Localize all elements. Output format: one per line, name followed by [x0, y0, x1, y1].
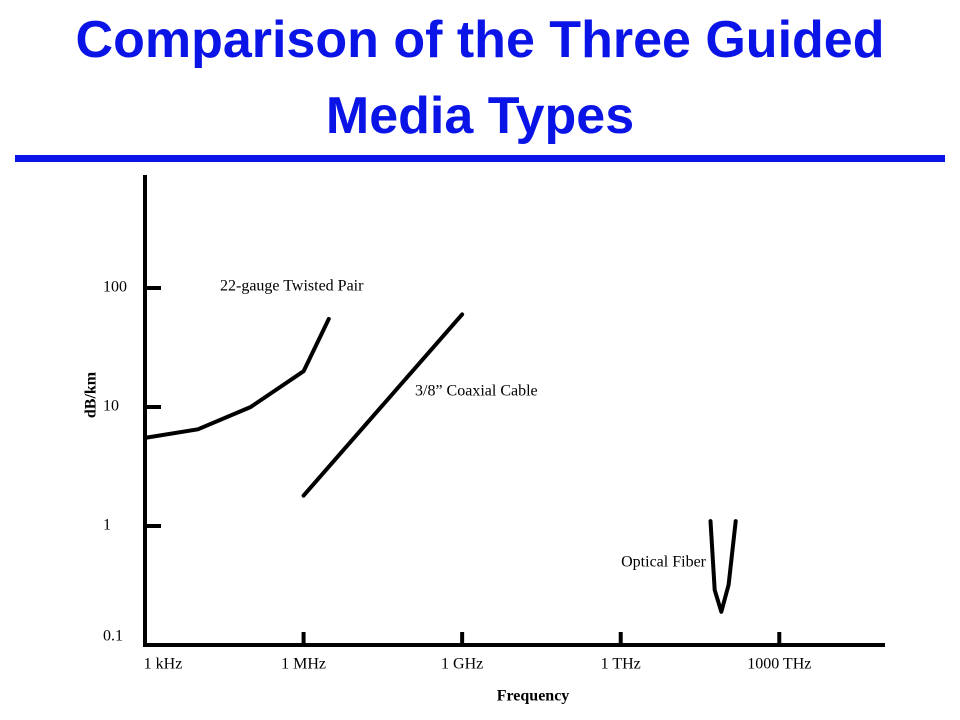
series-label: 22-gauge Twisted Pair	[220, 278, 364, 295]
y-tick-label: 1	[103, 517, 111, 534]
x-tick-label: 1000 THz	[747, 656, 811, 673]
x-tick-label: 1 THz	[601, 656, 641, 673]
series-line	[301, 312, 465, 498]
x-tick-label: 1 GHz	[441, 656, 483, 673]
y-axis-label: dB/km	[83, 371, 100, 418]
x-tick-label: 1 kHz	[144, 656, 183, 673]
y-tick-label: 10	[103, 398, 119, 415]
series-label: Optical Fiber	[621, 554, 707, 571]
y-tick-label: 100	[103, 279, 127, 296]
y-tick-label: 0.1	[103, 628, 123, 645]
series-line	[708, 519, 738, 614]
slide-title: Comparison of the Three Guided Media Typ…	[75, 11, 885, 145]
series-line	[143, 316, 331, 440]
x-tick-label: 1 MHz	[281, 656, 326, 673]
series-label: 3/8” Coaxial Cable	[415, 383, 538, 400]
x-axis-label: Frequency	[497, 688, 570, 705]
title-rule	[15, 155, 945, 162]
